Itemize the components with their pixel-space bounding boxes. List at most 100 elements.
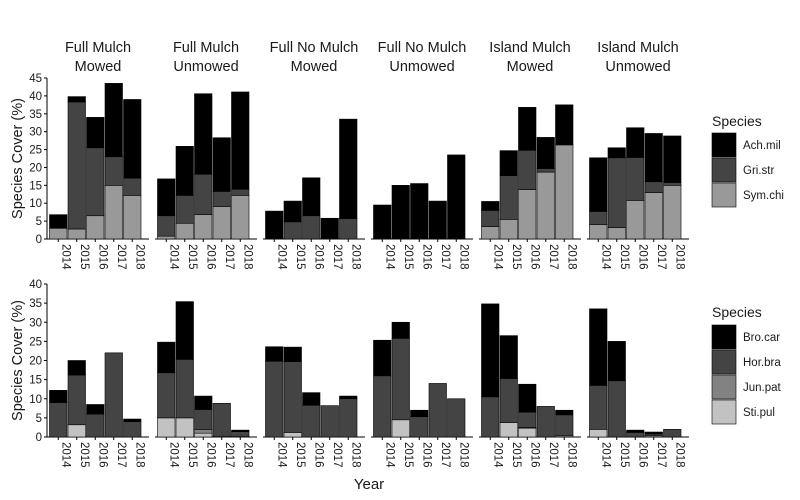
legend-swatch bbox=[711, 132, 737, 158]
bar-segment-gri-str bbox=[536, 168, 555, 173]
bar-segment-bro-car bbox=[283, 346, 302, 362]
x-tick-label: 2014 bbox=[275, 442, 287, 468]
bar-segment-hor-bra bbox=[481, 396, 500, 438]
bar-segment-bro-car bbox=[123, 418, 142, 422]
x-tick-label: 2015 bbox=[186, 244, 198, 270]
bar-segment-gri-str bbox=[481, 210, 500, 227]
bar-segment-sym-chi bbox=[481, 226, 500, 240]
x-tick-label: 2018 bbox=[673, 442, 685, 468]
bar-segment-bro-car bbox=[339, 395, 358, 400]
x-tick-label: 2014 bbox=[167, 244, 179, 270]
bar-segment-bro-car bbox=[194, 395, 213, 410]
y-tick-label: 20 bbox=[29, 356, 42, 368]
bar-segment-sti-pul bbox=[194, 432, 213, 438]
panel-title-line2: Unmowed bbox=[605, 59, 670, 75]
bar-segment-hor-bra bbox=[194, 409, 213, 430]
bar-segment-sym-chi bbox=[589, 224, 608, 240]
bar-segment-bro-car bbox=[410, 409, 429, 418]
bar-segment-sym-chi bbox=[518, 189, 537, 240]
bar-segment-ach-mil bbox=[265, 210, 284, 240]
legend-swatch bbox=[711, 157, 737, 183]
bar-segment-hor-bra bbox=[175, 359, 194, 419]
bar-segment-gri-str bbox=[589, 211, 608, 225]
bar-segment-ach-mil bbox=[157, 178, 176, 217]
bar-segment-ach-mil bbox=[410, 183, 429, 240]
bar-segment-ach-mil bbox=[104, 83, 123, 158]
x-tick-label: 2017 bbox=[547, 244, 559, 270]
bar-segment-sym-chi bbox=[194, 214, 213, 240]
x-tick-label: 2016 bbox=[528, 244, 540, 270]
bar-segment-sym-chi bbox=[123, 195, 142, 240]
bar-segment-hor-bra bbox=[373, 375, 392, 438]
x-tick-label: 2017 bbox=[223, 244, 235, 270]
bar-segment-hor-bra bbox=[157, 372, 176, 419]
bar-segment-hor-bra bbox=[607, 380, 626, 438]
legend-label: Ach.mil bbox=[743, 140, 781, 152]
bar-segment-bro-car bbox=[373, 339, 392, 377]
bar-segment-gri-str bbox=[339, 218, 358, 240]
x-tick-label: 2018 bbox=[457, 442, 469, 468]
bar-segment-ach-mil bbox=[447, 154, 466, 240]
bar-segment-sym-chi bbox=[607, 227, 626, 240]
bar-segment-gri-str bbox=[302, 215, 321, 240]
x-tick-label: 2016 bbox=[312, 442, 324, 468]
x-tick-label: 2015 bbox=[618, 442, 630, 468]
bar-segment-sym-chi bbox=[555, 144, 574, 240]
bar-segment-bro-car bbox=[157, 341, 176, 374]
bar-segment-bro-car bbox=[265, 346, 284, 362]
bar-segment-sym-chi bbox=[175, 222, 194, 240]
y-tick-label: 15 bbox=[29, 180, 42, 192]
bar-segment-hor-bra bbox=[589, 385, 608, 430]
bar-segment-sym-chi bbox=[86, 215, 105, 240]
x-tick-label: 2017 bbox=[547, 442, 559, 468]
bar-segment-ach-mil bbox=[302, 177, 321, 217]
bar-segment-bro-car bbox=[481, 303, 500, 398]
bar-segment-bro-car bbox=[86, 404, 105, 415]
bar-segment-sym-chi bbox=[626, 200, 645, 240]
x-tick-label: 2018 bbox=[349, 244, 361, 270]
y-tick-label: 20 bbox=[29, 162, 42, 174]
bar-segment-ach-mil bbox=[607, 147, 626, 159]
y-tick-label: 30 bbox=[29, 127, 42, 139]
bar-segment-sti-pul bbox=[518, 427, 537, 438]
bar-segment-bro-car bbox=[231, 429, 250, 432]
x-tick-label: 2018 bbox=[241, 442, 253, 468]
x-tick-label: 2015 bbox=[294, 244, 306, 270]
x-tick-label: 2018 bbox=[349, 442, 361, 468]
legend-swatch bbox=[711, 399, 737, 425]
bar-segment-sti-pul bbox=[283, 432, 302, 438]
x-tick-label: 2017 bbox=[115, 442, 127, 468]
bar-segment-gri-str bbox=[644, 181, 663, 193]
bar-segment-ach-mil bbox=[339, 118, 358, 219]
x-tick-label: 2017 bbox=[655, 244, 667, 270]
legend-swatch bbox=[711, 182, 737, 208]
bar-segment-ach-mil bbox=[518, 107, 537, 151]
x-tick-label: 2015 bbox=[510, 442, 522, 468]
bar-segment-bro-car bbox=[555, 409, 574, 416]
x-tick-label: 2014 bbox=[599, 442, 611, 468]
panel-title-line2: Mowed bbox=[75, 59, 122, 75]
bar-segment-gri-str bbox=[212, 191, 231, 207]
bar-segment-bro-car bbox=[391, 321, 410, 339]
x-axis-title: Year bbox=[354, 476, 384, 493]
bar-segment-hor-bra bbox=[302, 404, 321, 438]
bar-segment-gri-str bbox=[607, 157, 626, 228]
x-tick-label: 2018 bbox=[565, 244, 577, 270]
bar-segment-hor-bra bbox=[555, 414, 574, 437]
y-tick-label: 30 bbox=[29, 317, 42, 329]
bar-segment-bro-car bbox=[175, 301, 194, 360]
y-tick-label: 0 bbox=[36, 234, 42, 246]
y-axis-title: Species Cover (%) bbox=[10, 300, 26, 421]
bar-segment-gri-str bbox=[175, 195, 194, 224]
x-tick-label: 2015 bbox=[618, 244, 630, 270]
x-tick-label: 2014 bbox=[599, 244, 611, 270]
bar-segment-hor-bra bbox=[212, 403, 231, 437]
bar-segment-ach-mil bbox=[589, 157, 608, 212]
bar-segment-ach-mil bbox=[49, 214, 68, 229]
bar-segment-sym-chi bbox=[536, 171, 555, 240]
y-tick-label: 10 bbox=[29, 198, 42, 210]
bar-segment-hor-bra bbox=[410, 416, 429, 438]
legend-label: Sym.chi bbox=[743, 190, 784, 202]
panel-title-line2: Unmowed bbox=[173, 59, 238, 75]
bar-segment-hor-bra bbox=[447, 398, 466, 438]
